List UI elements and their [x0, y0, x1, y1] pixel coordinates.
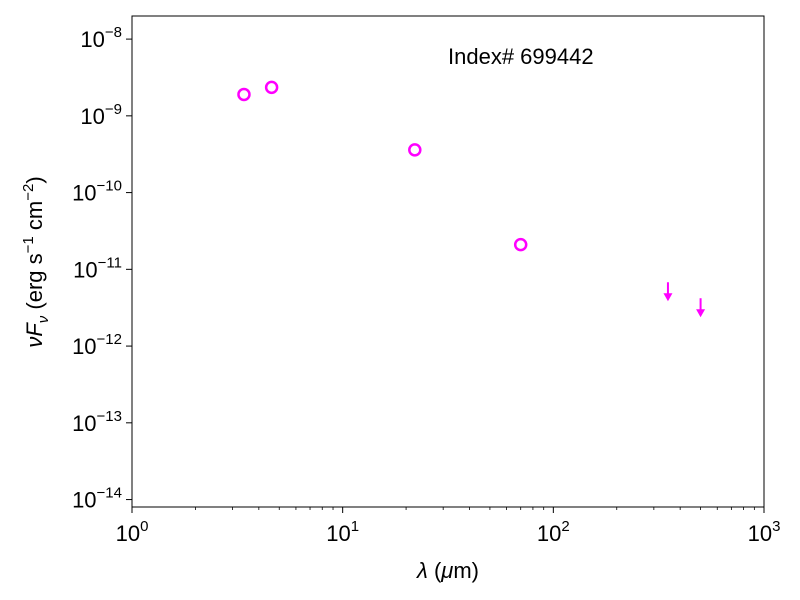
y-tick-label: 10−14 — [72, 485, 122, 513]
detection-point — [264, 80, 279, 95]
detection-point — [513, 237, 528, 252]
x-axis-ticks: 100 101 102 103 — [116, 507, 781, 546]
y-tick-label: 10−8 — [80, 24, 122, 52]
index-annotation: Index# 699442 — [448, 44, 594, 69]
upper-limit-arrowhead — [663, 293, 673, 302]
detection-point — [237, 87, 251, 102]
y-tick-label: 10−9 — [80, 101, 122, 129]
data-marks — [237, 80, 706, 318]
y-tick-label: 10−10 — [72, 178, 122, 206]
y-axis-ticks: 10−14 10−13 10−12 10−11 10−10 10−9 10−8 — [72, 24, 132, 513]
y-axis-label: νFν (erg s−1 cm−2) — [20, 176, 52, 347]
x-tick-label: 100 — [116, 518, 149, 546]
y-tick-label: 10−12 — [72, 331, 122, 359]
plot-frame — [131, 15, 765, 508]
x-axis-label: λ (μm) — [416, 558, 479, 583]
upper-limit-arrowhead — [696, 309, 706, 318]
y-tick-label: 10−13 — [72, 408, 122, 436]
detection-point — [408, 143, 422, 157]
x-tick-label: 101 — [326, 518, 359, 546]
y-tick-label: 10−11 — [73, 254, 122, 282]
upper-limit-marker — [663, 282, 673, 302]
x-tick-label: 102 — [537, 518, 570, 546]
upper-limit-marker — [696, 298, 706, 318]
x-tick-label: 103 — [748, 518, 781, 546]
